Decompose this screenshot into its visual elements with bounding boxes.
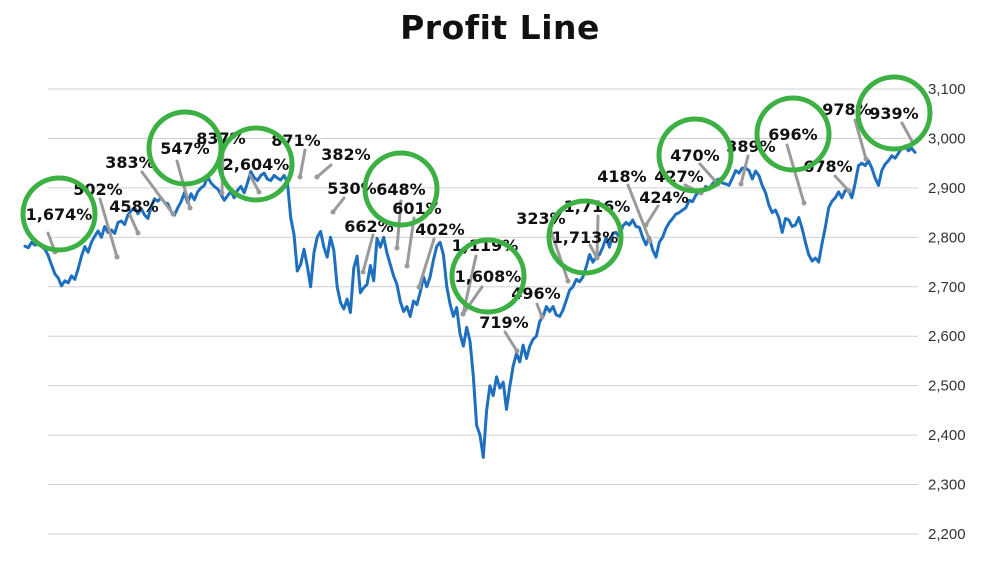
annotation-leader-line bbox=[331, 196, 346, 214]
annotation-circles bbox=[20, 74, 933, 315]
annotation-label: 547% bbox=[160, 139, 209, 158]
annotation-leader-line bbox=[785, 143, 806, 205]
annotation-label: 502% bbox=[73, 180, 122, 199]
annotation-anchor-dot bbox=[514, 348, 520, 354]
annotation-label: 871% bbox=[271, 131, 320, 150]
annotation-label: 719% bbox=[479, 313, 528, 332]
annotation-anchor-dot bbox=[738, 181, 744, 187]
annotation-highlight-circle bbox=[754, 95, 832, 173]
y-tick-label: 2,200 bbox=[928, 526, 966, 543]
annotation-leader-line bbox=[315, 163, 333, 179]
y-tick-label: 2,400 bbox=[928, 427, 966, 444]
annotation-leader-line bbox=[361, 233, 375, 274]
annotation-label: 1,713% bbox=[552, 228, 619, 247]
annotation-label: 2,604% bbox=[223, 155, 290, 174]
annotation-highlight-circle bbox=[449, 237, 527, 315]
annotation-label: 978% bbox=[822, 100, 871, 119]
annotation-label: 696% bbox=[768, 125, 817, 144]
annotation-anchor-dot bbox=[594, 255, 600, 261]
annotation-highlight-circle bbox=[656, 116, 734, 194]
annotation-anchor-dot bbox=[256, 189, 262, 195]
annotation-label: 470% bbox=[670, 146, 719, 165]
annotation-label: 418% bbox=[597, 167, 646, 186]
annotation-leader-line bbox=[140, 170, 175, 216]
annotation-anchor-dot bbox=[863, 156, 869, 162]
annotation-highlight-circle bbox=[20, 175, 98, 253]
annotation-anchor-dot bbox=[187, 205, 193, 211]
y-tick-label: 3,000 bbox=[928, 130, 966, 147]
annotation-anchor-dot bbox=[219, 190, 225, 196]
annotation-anchor-dot bbox=[460, 311, 466, 317]
annotation-anchor-dot bbox=[360, 269, 366, 275]
y-tick-label: 2,500 bbox=[928, 378, 966, 395]
annotation-highlight-circle bbox=[217, 125, 295, 203]
annotation-anchor-dot bbox=[314, 174, 320, 180]
annotation-highlight-circle bbox=[855, 74, 933, 152]
annotation-leader-line bbox=[698, 162, 720, 186]
annotation-anchor-dot bbox=[297, 174, 303, 180]
annotation-leader-line bbox=[595, 214, 600, 260]
annotation-anchor-dot bbox=[416, 284, 422, 290]
y-tick-label: 2,800 bbox=[928, 229, 966, 246]
annotation-label: 1,716% bbox=[564, 197, 631, 216]
annotation-anchor-dot bbox=[404, 263, 410, 269]
annotation-highlight-circle bbox=[546, 198, 624, 276]
annotation-anchor-dot bbox=[539, 314, 545, 320]
annotation-leader-line bbox=[548, 226, 570, 283]
annotation-anchor-dot bbox=[565, 278, 571, 284]
annotation-label: 648% bbox=[376, 180, 425, 199]
annotation-label: 382% bbox=[321, 145, 370, 164]
annotation-label: 530% bbox=[327, 179, 376, 198]
annotation-leader-line bbox=[644, 204, 660, 227]
annotation-leader-line bbox=[98, 197, 119, 259]
y-tick-label: 2,900 bbox=[928, 180, 966, 197]
annotation-leader-line bbox=[405, 216, 416, 268]
annotation-leader-line bbox=[461, 285, 484, 316]
annotation-leader-line bbox=[739, 154, 750, 186]
y-tick-label: 2,300 bbox=[928, 477, 966, 494]
annotation-anchor-dot bbox=[330, 209, 336, 215]
annotation-leader-line bbox=[503, 330, 519, 353]
y-tick-label: 2,600 bbox=[928, 328, 966, 345]
annotation-leader-line bbox=[417, 237, 436, 289]
annotation-leader-line bbox=[248, 173, 261, 194]
annotation-anchor-dot bbox=[394, 245, 400, 251]
y-tick-label: 3,100 bbox=[928, 81, 966, 98]
annotation-anchor-dot bbox=[846, 188, 852, 194]
annotation-anchor-dot bbox=[647, 238, 653, 244]
annotation-label: 427% bbox=[654, 167, 703, 186]
annotation-anchor-dot bbox=[643, 222, 649, 228]
annotation-anchor-dot bbox=[801, 200, 807, 206]
annotation-label: 383% bbox=[105, 153, 154, 172]
annotation-leader-line bbox=[128, 213, 140, 235]
annotation-label: 939% bbox=[869, 104, 918, 123]
annotation-leader-line bbox=[298, 148, 307, 179]
annotation-anchor-dot bbox=[170, 211, 176, 217]
annotation-leader-line bbox=[833, 174, 851, 193]
annotation-label: 1,608% bbox=[455, 267, 522, 286]
annotation-leader-line bbox=[853, 118, 868, 161]
y-axis-ticks: 2,200 2,300 2,400 2,500 2,600 2,700 2,800 2,900… bbox=[928, 81, 966, 543]
annotation-label: 1,674% bbox=[26, 205, 93, 224]
chart-title: Profit Line bbox=[400, 8, 600, 47]
annotation-label: 424% bbox=[639, 188, 688, 207]
annotation-highlight-circle bbox=[362, 150, 440, 228]
annotation-label: 458% bbox=[109, 197, 158, 216]
annotation-anchor-dot bbox=[135, 230, 141, 236]
y-tick-label: 2,700 bbox=[928, 279, 966, 296]
annotation-anchor-dot bbox=[114, 254, 120, 260]
annotation-leader-line bbox=[626, 183, 652, 243]
annotation-label: 402% bbox=[415, 220, 464, 239]
annotation-leader-line bbox=[900, 121, 915, 145]
annotation-labels: 1,674%502%458%383%547%837%2,604%871%382%… bbox=[26, 100, 919, 332]
